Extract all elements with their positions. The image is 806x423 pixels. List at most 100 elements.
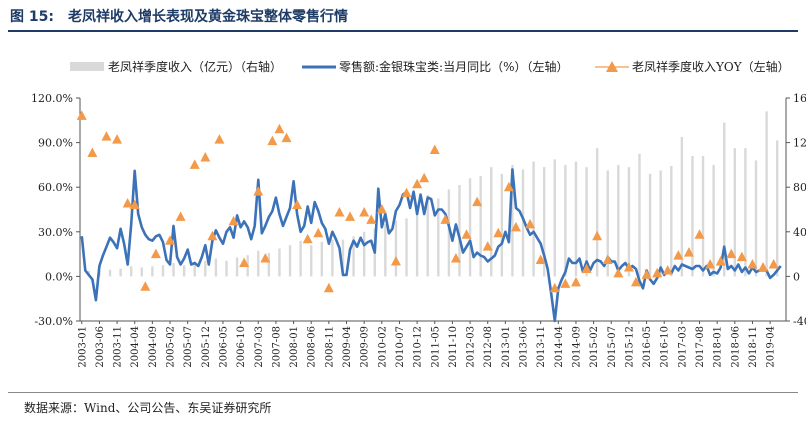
left-axis-tick-label: 120.0% [31,92,73,105]
revenue-yoy-marker [510,221,521,232]
revenue-yoy-marker [112,134,123,144]
revenue-bar [458,184,461,277]
revenue-yoy-marker [87,147,98,158]
revenue-bar [701,155,705,277]
revenue-yoy-marker [323,282,334,293]
revenue-yoy-marker [726,248,737,259]
revenue-bar [447,189,451,277]
revenue-yoy-marker [705,259,716,269]
revenue-yoy-marker [274,123,285,134]
legend-line-label: 零售额:金银珠宝类:当月同比（%）（左轴） [339,59,569,74]
revenue-yoy-marker [228,215,239,226]
revenue-yoy-marker [165,235,176,245]
revenue-bar [691,155,694,277]
revenue-yoy-marker [366,214,377,224]
revenue-yoy-marker [613,267,624,278]
right-axis-tick-label: 0 [793,270,800,283]
revenue-yoy-marker [189,159,200,169]
left-axis-tick-label: 90.0% [38,137,73,150]
x-axis-tick-label: 2010-12 [413,326,424,368]
revenue-bar [511,164,514,277]
revenue-bar [384,223,387,277]
x-axis-tick-label: 2008-06 [307,326,318,368]
revenue-bar [405,218,408,277]
source-rule [8,392,798,393]
revenue-yoy-marker [768,259,779,269]
revenue-bar [585,167,588,277]
x-axis-tick-label: 2005-02 [166,326,177,368]
revenue-yoy-marker [662,264,673,275]
x-axis-tick-label: 2018-11 [748,326,759,368]
x-axis-tick-label: 2019-04 [766,326,777,368]
revenue-yoy-marker [345,211,356,221]
x-axis-tick-label: 2015-02 [589,326,600,368]
revenue-bar [193,261,196,277]
revenue-bar [362,231,366,277]
right-axis-tick-label: 80 [793,181,806,194]
chart: 老凤祥季度收入（亿元）（右轴） 零售额:金银珠宝类:当月同比（%）（左轴） 老凤… [31,59,806,368]
legend-marker-swatch [606,61,618,72]
revenue-yoy-marker [623,261,634,272]
revenue-yoy-marker [673,250,684,260]
legend-bar-swatch [70,62,104,71]
revenue-yoy-marker [715,256,726,266]
revenue-yoy-marker [525,218,536,229]
left-axis-tick-label: 30.0% [38,226,73,239]
revenue-yoy-marker [334,206,345,217]
revenue-yoy-marker [602,254,613,265]
revenue-yoy-marker [652,267,663,278]
x-axis-tick-label: 2005-12 [201,326,212,368]
revenue-yoy-marker [175,211,186,221]
revenue-yoy-marker [292,199,303,210]
x-axis-tick-label: 2017-08 [695,326,706,368]
revenue-yoy-marker [736,251,747,262]
figure-title: 图 15: 老凤祥收入增长表现及黄金珠宝整体零售行情 [10,9,348,25]
revenue-yoy-marker [253,186,264,196]
x-axis-tick-label: 2008-01 [289,326,300,368]
revenue-bar [204,260,207,277]
revenue-yoy-marker [683,247,694,257]
revenue-bar [532,161,535,277]
x-axis-tick-label: 2016-10 [660,326,671,368]
revenue-yoy-marker [570,276,581,287]
revenue-bar [765,111,768,277]
x-axis-tick-label: 2010-02 [377,326,388,368]
legend-marker-label: 老凤祥季度收入YOY（左轴） [632,59,790,74]
source-note: 数据来源：Wind、公司公告、东吴证券研究所 [24,401,272,415]
left-axis-tick-label: -30.0% [34,315,73,328]
revenue-bar [659,170,662,277]
x-axis-tick-label: 2009-04 [342,326,353,368]
revenue-bar [468,178,472,277]
revenue-bar [775,140,779,277]
revenue-bar [320,241,324,277]
revenue-bar [331,239,334,277]
revenue-bar [595,148,599,277]
revenue-bar [341,239,345,277]
title-rule [8,30,798,32]
revenue-yoy-marker [503,181,514,192]
revenue-bar [680,137,684,277]
revenue-bar [648,173,652,277]
revenue-yoy-marker [758,261,769,272]
revenue-yoy-marker [200,151,211,162]
revenue-yoy-marker [747,259,758,269]
x-axis-tick-label: 2007-03 [254,326,265,368]
x-axis-tick-label: 2014-09 [571,326,582,368]
x-axis-tick-label: 2003-11 [113,326,124,368]
revenue-yoy-marker [440,214,451,224]
revenue-bar [437,198,440,277]
revenue-yoy-marker [140,281,151,291]
revenue-bar [542,167,546,277]
revenue-yoy-marker [549,282,560,293]
x-axis-tick-label: 2018-06 [730,326,741,368]
revenue-bar [638,153,641,277]
right-axis-tick-label: 40 [793,226,806,239]
right-axis-tick-label: -40 [793,315,806,328]
revenue-yoy-marker [419,172,430,183]
revenue-bar [754,160,758,277]
revenue-bar [172,263,175,277]
x-axis-tick-label: 2013-06 [519,326,530,368]
revenue-bar [140,267,143,277]
x-axis-tick-label: 2004-09 [148,326,159,368]
revenue-yoy-marker [461,229,472,239]
